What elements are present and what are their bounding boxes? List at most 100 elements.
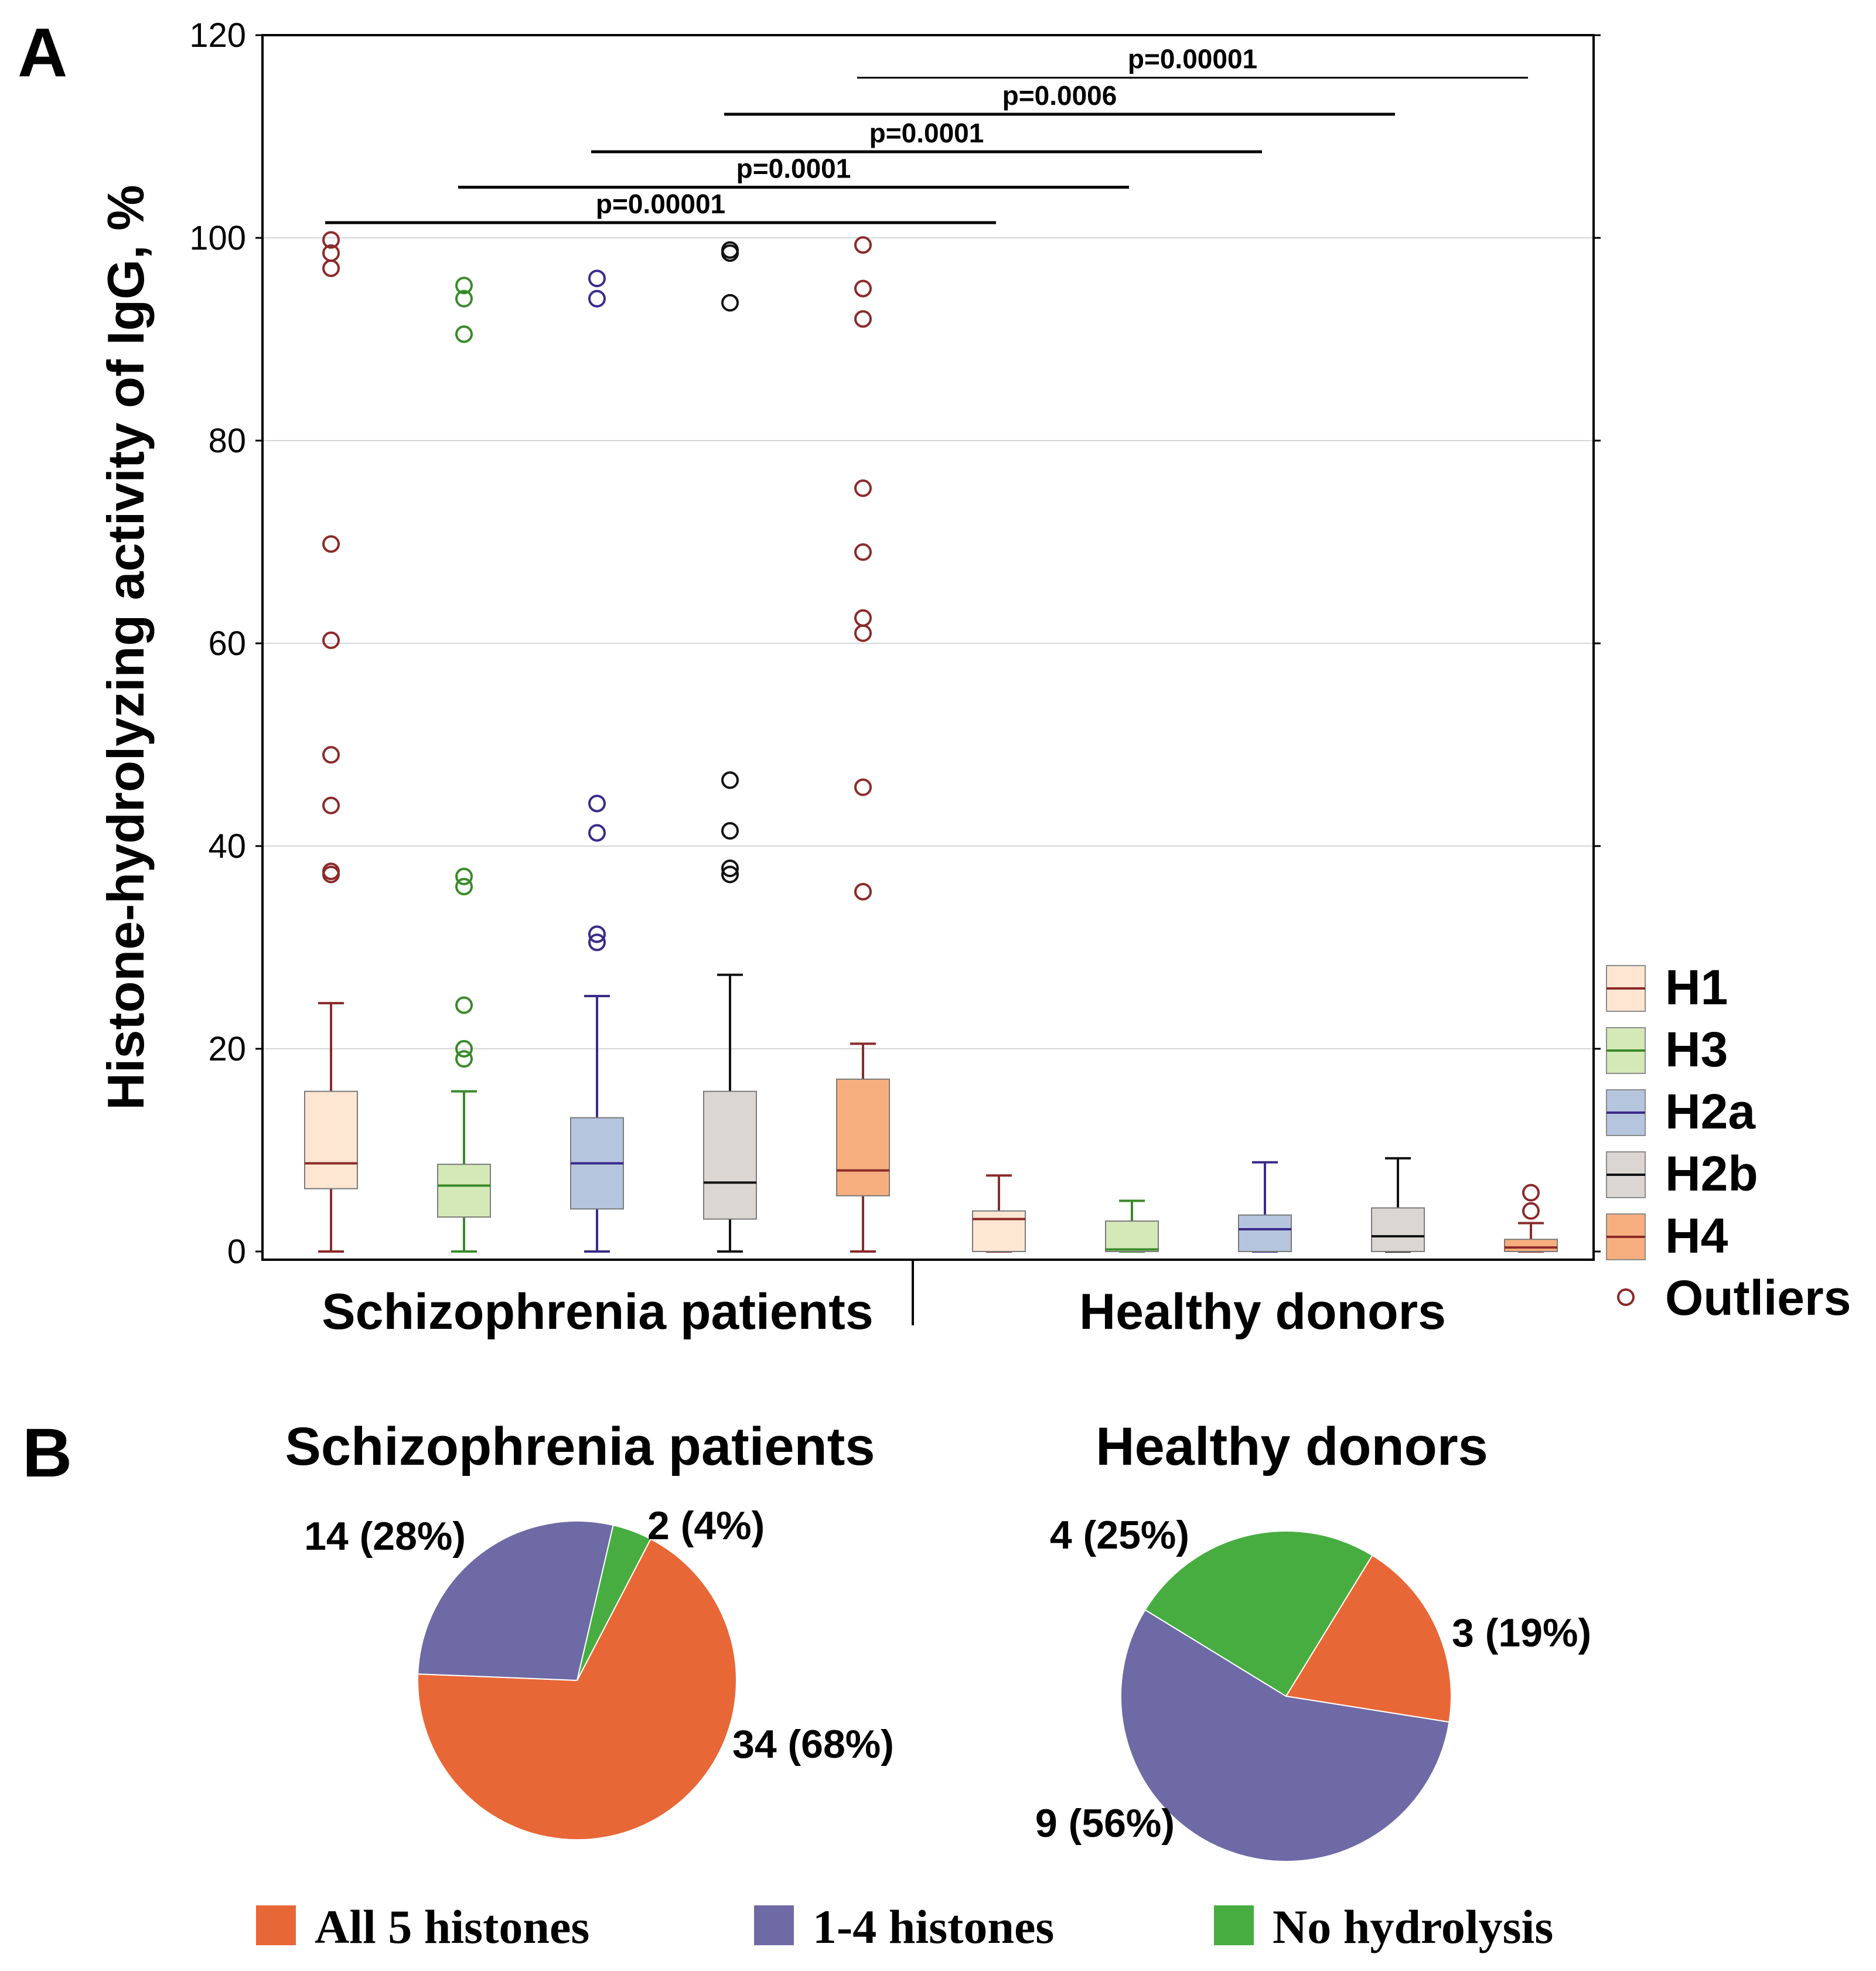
box-iqr (972, 1210, 1026, 1253)
grid-lines (262, 237, 1594, 1049)
outlier-point (721, 860, 739, 878)
legend-label: No hydrolysis (1273, 1900, 1553, 1953)
y-tick-label: 40 (208, 827, 246, 865)
outlier-point (721, 241, 739, 259)
panel-b-label: B (22, 1414, 72, 1492)
outlier-point (854, 543, 872, 561)
box-iqr (304, 1090, 358, 1189)
significance-label: p=0.0001 (736, 154, 851, 184)
outlier-point (588, 925, 606, 943)
legend-label-outliers: Outliers (1665, 1270, 1851, 1325)
pie-schizophrenia: Schizophrenia patients 34 (68%) 14 (28%) 2 … (285, 1417, 894, 1840)
pie-slice-label: 9 (56%) (1035, 1801, 1175, 1846)
outlier-point (854, 279, 872, 298)
legend-label-h4: H4 (1665, 1208, 1728, 1263)
pie-slice-1-4-histones (1120, 1609, 1450, 1862)
pie-title: Healthy donors (1096, 1417, 1488, 1476)
legend-swatch-all-5-histones (256, 1905, 296, 1945)
pie-slice-label: 2 (4%) (647, 1503, 765, 1548)
pie-title: Schizophrenia patients (285, 1417, 875, 1476)
significance-brackets: p=0.00001 p=0.0001 p=0.0001 p=0.0006 p=0.000… (325, 44, 1528, 224)
significance-label: p=0.0001 (869, 118, 984, 148)
outlier-point (322, 244, 340, 262)
significance-label: p=0.00001 (1128, 44, 1257, 74)
outlier-point (322, 535, 340, 553)
box-h4-healthy (1504, 1184, 1558, 1253)
legend-label: All 5 histones (315, 1900, 589, 1953)
box-legend: H1 H3 H2a H2b H4 Outliers (1606, 960, 1851, 1325)
outlier-point (588, 794, 606, 813)
legend-label-h2b: H2b (1665, 1146, 1758, 1201)
outlier-point (588, 270, 606, 288)
pie-slice-no-hydrolysis (1144, 1530, 1373, 1697)
pie-legend: All 5 histones 1-4 histones No hydrolysis (256, 1900, 1553, 1953)
legend-label-h2a: H2a (1665, 1084, 1756, 1139)
outlier-point (721, 294, 739, 312)
outlier-point (854, 236, 872, 254)
outlier-point (455, 867, 473, 885)
outlier-point (455, 878, 473, 896)
y-tick-label: 60 (208, 625, 246, 663)
outlier-point (721, 771, 739, 789)
box-h2b-schizophrenia (703, 241, 757, 1253)
box-iqr (1371, 1207, 1425, 1253)
outlier-point (455, 996, 473, 1014)
box-iqr (1105, 1220, 1159, 1253)
outlier-point (322, 862, 340, 881)
significance-label: p=0.0006 (1002, 80, 1117, 111)
legend-swatch-1-4-histones (754, 1905, 794, 1945)
box-h3-schizophrenia (437, 277, 491, 1253)
outlier-point (455, 277, 473, 295)
pie-healthy: Healthy donors 3 (19%) 9 (56%) 4 (25%) (1035, 1417, 1591, 1862)
outlier-point (854, 778, 872, 796)
pie-slice-all-5-histones (417, 1538, 737, 1840)
group-label-schizophrenia: Schizophrenia patients (322, 1284, 873, 1340)
box-h2a-schizophrenia (570, 270, 624, 1253)
box-h4-schizophrenia (836, 236, 890, 1253)
outlier-point (854, 310, 872, 328)
box-h3-healthy (1105, 1199, 1159, 1253)
legend-label: 1-4 histones (813, 1900, 1054, 1953)
y-tick-label: 80 (208, 422, 246, 460)
panel-a-label: A (18, 14, 67, 91)
box-iqr (1238, 1214, 1292, 1252)
box-plots (304, 231, 1558, 1253)
outlier-point (455, 289, 473, 308)
plot-frame (261, 34, 1595, 1261)
y-tick-label: 0 (227, 1233, 246, 1271)
outlier-point (455, 1040, 473, 1058)
outlier-point (854, 479, 872, 497)
outlier-point (322, 631, 340, 649)
outlier-point (588, 289, 606, 308)
outlier-point (322, 746, 340, 764)
legend-outlier-marker (1617, 1288, 1635, 1306)
box-iqr (1504, 1239, 1558, 1252)
pie-slice-label: 3 (19%) (1452, 1611, 1591, 1655)
outlier-point (455, 325, 473, 343)
outlier-point (322, 231, 340, 249)
y-axis: 0 20 40 60 80 100 120 (189, 16, 1601, 1271)
y-tick-label: 100 (189, 219, 246, 257)
box-h2a-healthy (1238, 1161, 1292, 1253)
pie-slice-label: 4 (25%) (1050, 1513, 1189, 1557)
pie-slice-label: 14 (28%) (304, 1514, 466, 1559)
box-iqr (703, 1090, 757, 1220)
pie-slice-all-5-histones (1285, 1554, 1452, 1723)
box-h1-schizophrenia (304, 231, 358, 1253)
outlier-point (1522, 1202, 1540, 1220)
y-axis-label: Histone-hydrolyzing activity of IgG, % (97, 185, 155, 1110)
pie-slice-no-hydrolysis (577, 1524, 652, 1681)
outlier-point (322, 796, 340, 814)
outlier-point (1522, 1184, 1540, 1202)
box-iqr (836, 1078, 890, 1196)
significance-label: p=0.00001 (596, 189, 725, 219)
outlier-point (588, 933, 606, 952)
pie-slice-1-4-histones (417, 1520, 614, 1682)
outlier-point (854, 882, 872, 901)
group-label-healthy: Healthy donors (1079, 1284, 1446, 1340)
pie-slice-label: 34 (68%) (732, 1722, 894, 1767)
legend-label-h1: H1 (1665, 960, 1728, 1015)
y-tick-label: 120 (189, 16, 246, 54)
